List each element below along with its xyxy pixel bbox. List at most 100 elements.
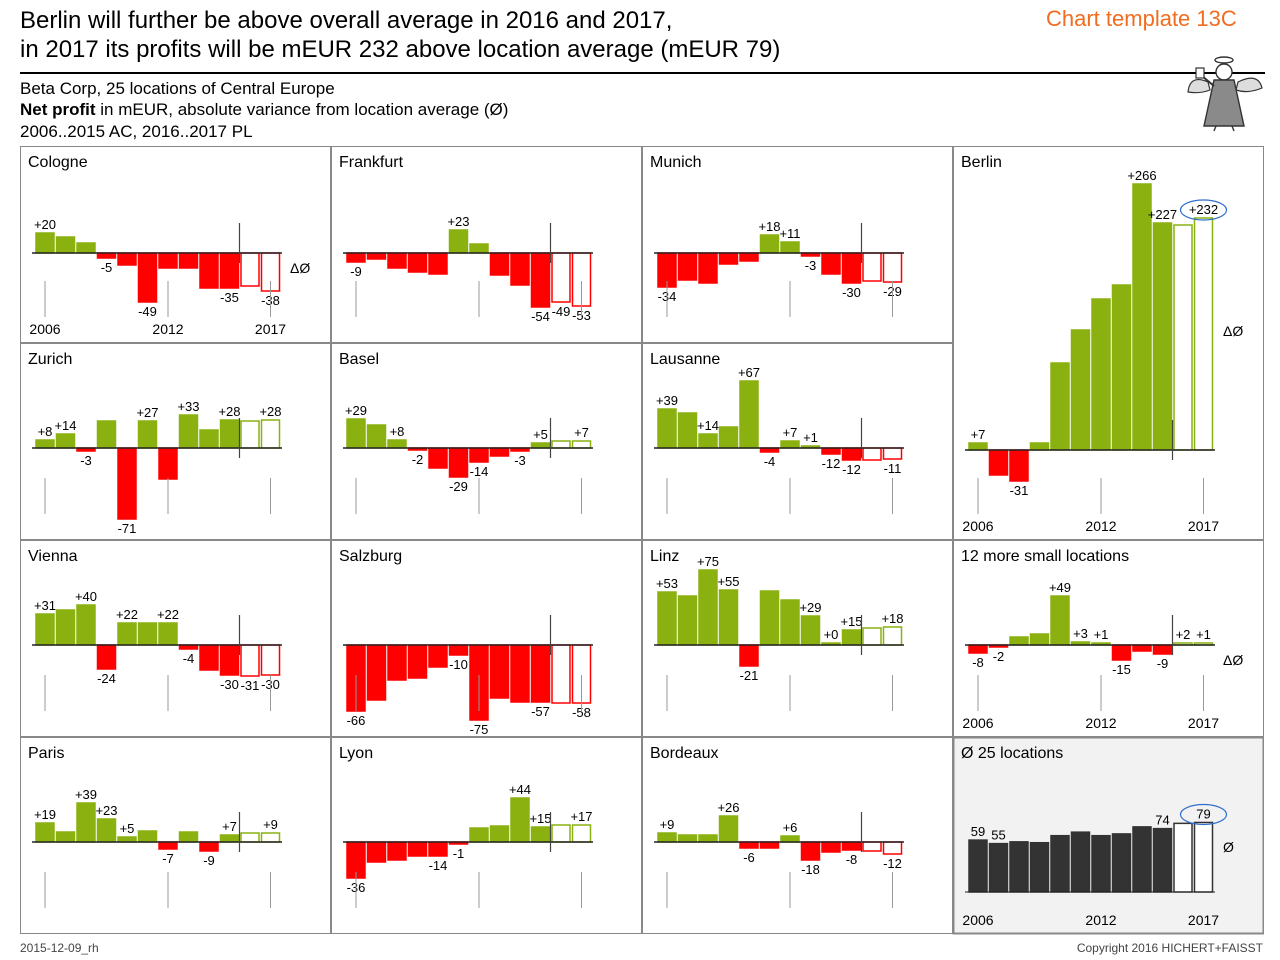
panel-zurich: Zurich +8 +14 -3 -71 +27 +33 +28 +28 <box>20 343 331 540</box>
bar-2011 <box>759 234 780 254</box>
data-label: +5 <box>533 427 548 442</box>
bar-2007 <box>366 424 387 449</box>
data-label: +5 <box>120 821 135 836</box>
data-label: -7 <box>162 851 174 866</box>
bar-2010 <box>1050 362 1070 451</box>
data-label: -3 <box>514 453 526 468</box>
bar-2010 <box>1050 595 1070 646</box>
bar-2007 <box>55 433 76 449</box>
panel-frame <box>953 540 1264 737</box>
bar-2016 <box>240 252 260 287</box>
data-label: -31 <box>241 678 260 693</box>
bar-2012 <box>780 599 800 646</box>
data-label: +266 <box>1127 168 1156 183</box>
bar-2016 <box>862 841 882 852</box>
data-label: +0 <box>824 627 839 642</box>
data-label: +9 <box>660 817 675 832</box>
data-label: +9 <box>263 817 278 832</box>
bar-2010 <box>117 447 137 520</box>
bar-2006 <box>346 252 366 263</box>
bar-2007 <box>55 831 76 843</box>
bar-2007 <box>677 252 698 281</box>
bar-2012 <box>780 241 800 254</box>
bar-2010 <box>428 447 448 469</box>
data-label: -14 <box>470 464 489 479</box>
data-label: -11 <box>884 461 902 476</box>
bar-2017 <box>882 626 903 646</box>
data-label: -9 <box>350 264 362 279</box>
bar-2015 <box>841 629 862 646</box>
data-label: -4 <box>183 651 195 666</box>
data-label: -2 <box>993 649 1005 664</box>
data-label: -5 <box>101 260 113 275</box>
bar-2008 <box>76 802 96 843</box>
bar-2008 <box>1009 449 1029 482</box>
data-label: +55 <box>717 574 739 589</box>
data-label: +67 <box>738 365 760 380</box>
variance-symbol: ΔØ <box>1223 323 1243 339</box>
data-label: -8 <box>846 852 858 867</box>
data-label: -18 <box>801 862 820 877</box>
bar-2017 <box>1193 217 1214 451</box>
panel-title: Zurich <box>28 351 72 368</box>
bar-2014 <box>199 644 219 671</box>
highlight-circle <box>1179 803 1228 826</box>
bar-2017 <box>882 447 903 460</box>
bar-2010 <box>739 841 759 849</box>
data-label: +6 <box>783 820 798 835</box>
bar-2008 <box>76 242 96 254</box>
bar-2012 <box>158 447 178 480</box>
panel-frankfurt: Frankfurt-9+23-54 -49 -53 <box>331 146 642 343</box>
bar-2006 <box>346 418 366 449</box>
data-label: +2 <box>1176 627 1191 642</box>
data-label: +39 <box>75 787 97 802</box>
data-label: -12 <box>842 462 861 477</box>
bar-2014 <box>199 252 219 289</box>
year-label: 2012 <box>1085 912 1116 928</box>
bar-2008 <box>1009 841 1029 893</box>
bar-2013 <box>800 841 821 861</box>
year-label: 2006 <box>29 321 60 337</box>
data-label: -2 <box>412 452 424 467</box>
bar-2011 <box>448 229 469 254</box>
bar-2010 <box>739 380 759 449</box>
bar-2013 <box>178 831 199 843</box>
bar-2009 <box>1029 442 1050 451</box>
data-label: -6 <box>743 850 755 865</box>
panel-title: Berlin <box>961 154 1002 171</box>
year-label: 2012 <box>1085 518 1116 534</box>
bar-2006 <box>35 613 55 646</box>
year-label: 2006 <box>962 912 993 928</box>
bar-2015 <box>219 419 240 449</box>
highlight-circle <box>1179 199 1228 221</box>
bar-2007 <box>988 842 1009 893</box>
data-label: +26 <box>717 800 739 815</box>
panel-title: Paris <box>28 745 64 762</box>
bar-2013 <box>1111 644 1132 661</box>
panel-vienna: Vienna+31+40-24+22 +22-4-30 -31 -30 <box>20 540 331 737</box>
bar-2016 <box>551 824 571 843</box>
data-label: -3 <box>805 258 817 273</box>
data-label: +44 <box>509 782 531 797</box>
variance-symbol: Ø <box>1223 839 1234 855</box>
data-label: -30 <box>220 677 239 692</box>
bar-2011 <box>759 841 780 849</box>
data-label: -54 <box>531 309 550 324</box>
bar-2007 <box>55 236 76 254</box>
subtitle-company: Beta Corp, 25 locations of Central Europ… <box>20 79 335 98</box>
panel-berlin: Berlin +7 -31 +266 +227 +232 2006 2012 2017 ΔØ <box>953 146 1264 540</box>
bar-2006 <box>968 839 988 893</box>
data-label: +17 <box>570 809 592 824</box>
year-label: 2006 <box>962 715 993 731</box>
bar-2016 <box>1173 224 1193 451</box>
data-label: +18 <box>758 219 780 234</box>
bar-2010 <box>428 252 448 275</box>
bar-2012 <box>158 841 178 850</box>
bar-2007 <box>366 841 387 863</box>
bar-2015 <box>530 252 551 308</box>
data-label: +31 <box>34 598 56 613</box>
bar-2015 <box>219 644 240 676</box>
bar-2014 <box>1132 183 1152 451</box>
panel-salzburg: Salzburg -66 -10 -75 -57 -58 <box>331 540 642 737</box>
data-label: -9 <box>203 853 215 868</box>
